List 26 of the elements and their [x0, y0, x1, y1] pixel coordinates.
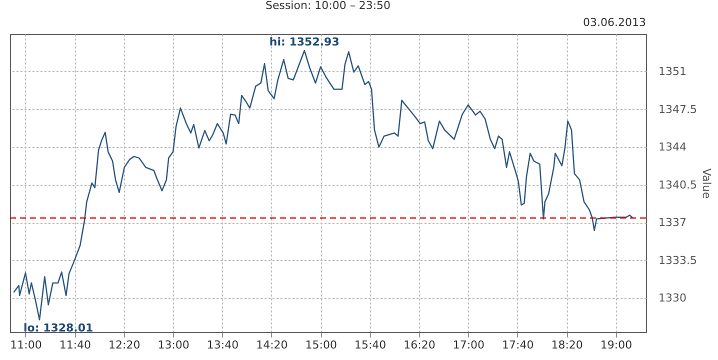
x-tick-label: 15:00 [305, 338, 337, 352]
x-tick-label: 15:40 [354, 338, 386, 352]
x-tick-label: 17:40 [502, 338, 534, 352]
y-tick-label: 1330 [658, 292, 686, 305]
y-tick-label: 1351 [658, 64, 686, 78]
x-tick-label: 13:00 [158, 338, 190, 352]
x-tick-label: 19:00 [600, 338, 632, 352]
y-tick-label: 1344 [658, 140, 686, 154]
x-tick-label: 11:40 [59, 338, 92, 352]
line-series [13, 50, 634, 320]
y-axis-title: Value [700, 168, 713, 199]
y-tick-label: 1337 [658, 216, 686, 230]
y-tick-label: 1347.5 [658, 102, 697, 116]
x-tick-label: 12:20 [108, 338, 140, 352]
x-tick-label: 13:40 [206, 338, 239, 352]
x-tick-label: 16:20 [404, 338, 436, 352]
annotation: hi: 1352.93 [269, 36, 340, 49]
x-tick-label: 14:20 [256, 338, 288, 352]
annotation: lo: 1328.01 [24, 322, 94, 335]
y-tick-label: 1340.5 [658, 178, 697, 192]
y-tick-label: 1333.5 [658, 254, 697, 267]
x-tick-label: 17:00 [452, 338, 485, 352]
x-tick-label: 11:00 [10, 338, 42, 352]
x-tick-label: 18:20 [551, 338, 583, 352]
text: 03.06.2013 [583, 16, 646, 29]
chart-title: Session: 10:00 – 23:50 [265, 0, 391, 12]
